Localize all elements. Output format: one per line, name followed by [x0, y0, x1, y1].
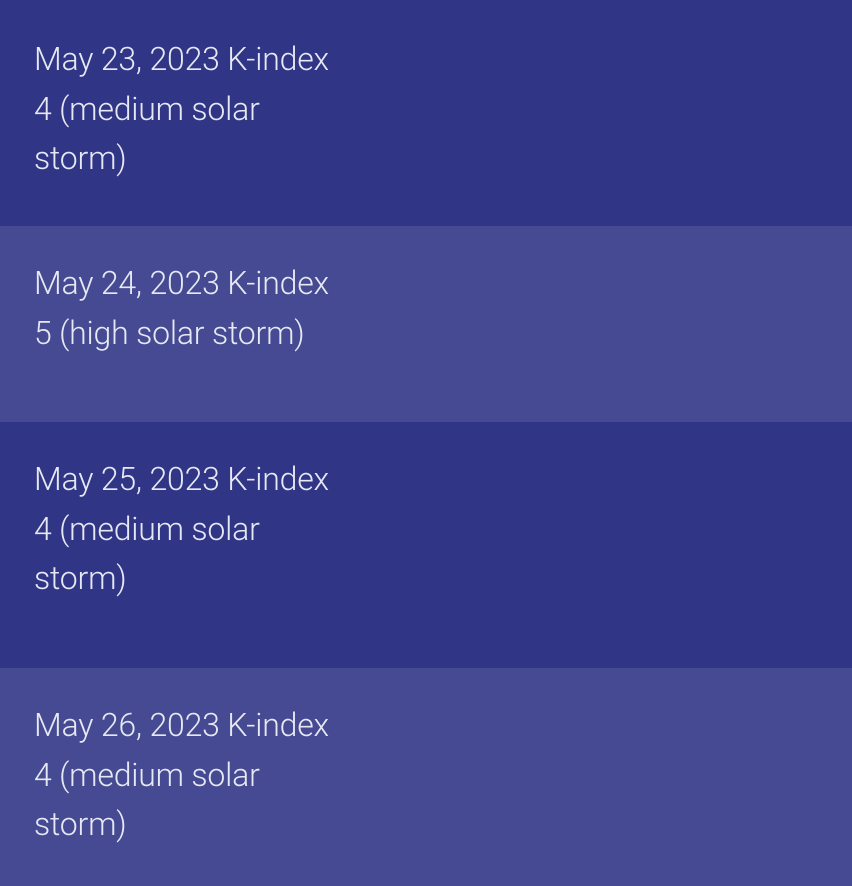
- list-item-label: May 25, 2023 K-index 4 (medium solar sto…: [34, 455, 344, 604]
- list-item-label: May 26, 2023 K-index 4 (medium solar sto…: [34, 701, 344, 850]
- list-item[interactable]: May 26, 2023 K-index 4 (medium solar sto…: [0, 668, 852, 886]
- list-item[interactable]: May 25, 2023 K-index 4 (medium solar sto…: [0, 422, 852, 668]
- list-item[interactable]: May 24, 2023 K-index 5 (high solar storm…: [0, 226, 852, 422]
- list-item-label: May 24, 2023 K-index 5 (high solar storm…: [34, 259, 344, 358]
- k-index-list: May 23, 2023 K-index 4 (medium solar sto…: [0, 0, 852, 886]
- list-item-label: May 23, 2023 K-index 4 (medium solar sto…: [34, 35, 344, 184]
- list-item[interactable]: May 23, 2023 K-index 4 (medium solar sto…: [0, 0, 852, 226]
